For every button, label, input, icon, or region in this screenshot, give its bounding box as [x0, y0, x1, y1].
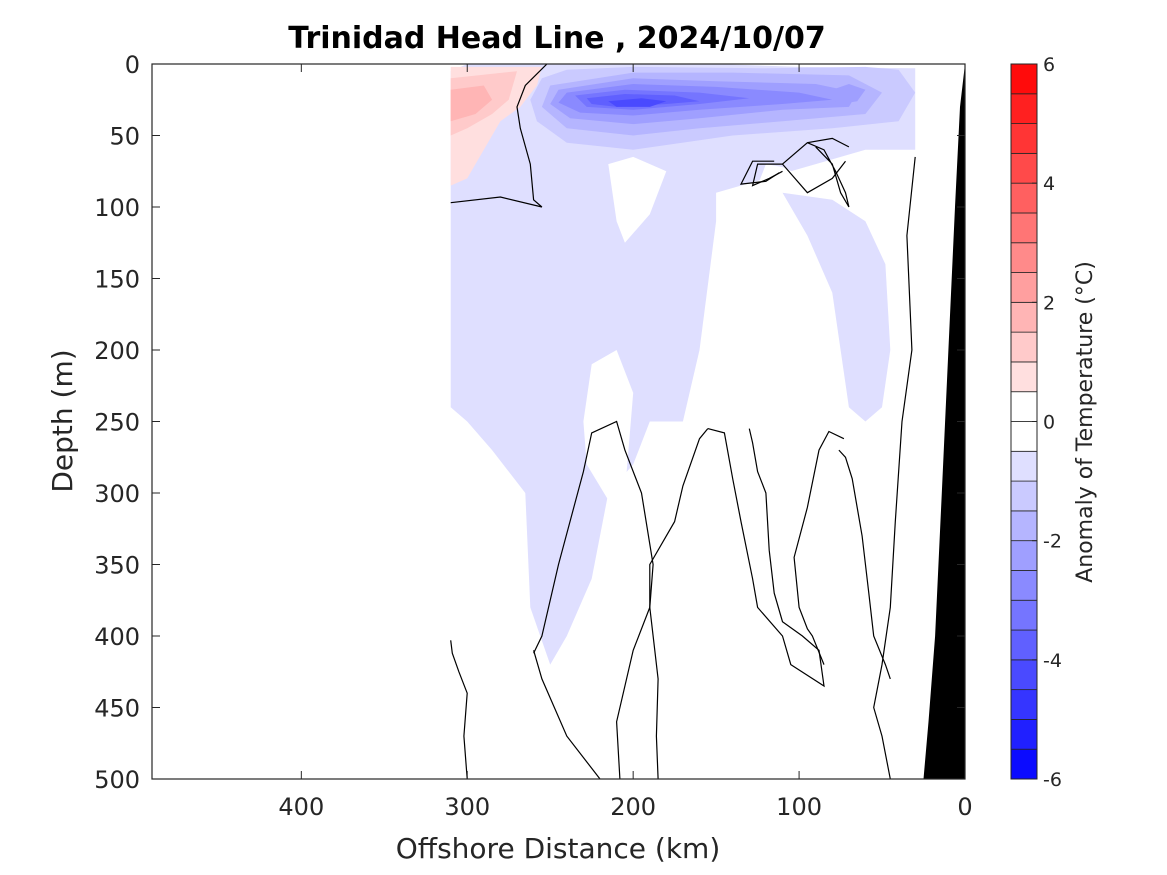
y-tick-label: 500 [94, 766, 140, 794]
contour-region [757, 164, 808, 193]
contour-region [828, 84, 866, 104]
zero-contour [781, 137, 850, 194]
colorbar-title: Anomaly of Temperature (°C) [1073, 261, 1098, 583]
colorbar-tick-label: 0 [1043, 412, 1055, 434]
colorbar-tick-label: 6 [1043, 54, 1055, 76]
zero-contour [533, 420, 659, 779]
colorbar-band [1010, 421, 1038, 452]
contour-region [608, 156, 667, 243]
contour-region [608, 98, 667, 107]
zero-contour [873, 156, 916, 779]
contour-region [450, 64, 916, 665]
colorbar-band [1010, 93, 1038, 124]
x-tick-label: 100 [776, 793, 822, 821]
plot-area: 400 300 200 100 0 0 50 100 150 200 250 300 350 400 45… [94, 51, 972, 821]
x-ticks: 400 300 200 100 0 [278, 64, 973, 821]
colorbar-band [1010, 361, 1038, 393]
colorbar-tick-label: 4 [1043, 173, 1055, 195]
colorbar-band [1010, 659, 1038, 691]
zero-contour [707, 428, 825, 688]
zero-contour [533, 650, 601, 779]
x-tick-label: 200 [610, 793, 656, 821]
colorbar-tick-label: -6 [1043, 769, 1062, 791]
y-tick-label: 150 [94, 266, 140, 294]
colorbar-band [1010, 182, 1038, 214]
colorbar-band [1010, 242, 1038, 273]
zero-contour [615, 428, 709, 779]
zero-contour [838, 449, 891, 680]
colorbar-frame [1010, 63, 1038, 780]
colorbar-band [1010, 599, 1038, 631]
y-axis-title: Depth (m) [46, 349, 79, 492]
y-tick-label: 250 [94, 409, 140, 437]
zero-contour [450, 64, 548, 208]
colorbar-band [1010, 391, 1038, 422]
colorbar-band [1010, 748, 1038, 780]
zero-contour [450, 640, 468, 779]
colorbar-band [1010, 450, 1038, 482]
y-ticks: 0 50 100 150 200 250 300 350 400 450 500 [94, 51, 965, 794]
colorbar-band [1010, 540, 1038, 571]
bathymetry [923, 64, 965, 779]
bathymetry-shape [923, 64, 965, 779]
colorbar: -6 -4 -2 0 2 4 6 Anomaly of Temperature (°C) [1010, 54, 1098, 791]
colorbar-band [1010, 123, 1038, 154]
contour-region [882, 156, 924, 308]
colorbar-band [1010, 212, 1038, 244]
colorbar-band [1010, 719, 1038, 750]
colorbar-band [1010, 301, 1038, 333]
contour-region [782, 192, 891, 422]
contour-region [450, 85, 493, 122]
y-tick-label: 350 [94, 552, 140, 580]
x-tick-label: 300 [444, 793, 490, 821]
y-tick-label: 50 [109, 123, 140, 151]
zero-contour-lines [450, 64, 916, 779]
y-tick-label: 300 [94, 480, 140, 508]
colorbar-band [1010, 480, 1038, 512]
zero-contour [793, 430, 845, 665]
colorbar-band [1010, 570, 1038, 601]
x-axis-title: Offshore Distance (km) [396, 832, 721, 865]
colorbar-band [1010, 331, 1038, 363]
y-tick-label: 0 [125, 51, 140, 79]
anomaly-contour-fills [450, 64, 924, 665]
colorbar-tick-label: 2 [1043, 292, 1055, 314]
y-tick-label: 400 [94, 623, 140, 651]
chart-title: Trinidad Head Line , 2024/10/07 [288, 21, 825, 56]
x-tick-label: 400 [278, 793, 324, 821]
y-tick-label: 200 [94, 337, 140, 365]
y-tick-label: 450 [94, 695, 140, 723]
zero-contour [739, 160, 780, 185]
zero-contour [807, 142, 850, 208]
colorbar-band [1010, 629, 1038, 661]
colorbar-tick-label: -4 [1043, 650, 1062, 672]
colorbar-band [1010, 689, 1038, 720]
colorbar-bands [1010, 63, 1038, 780]
colorbar-band [1010, 63, 1038, 95]
colorbar-band [1010, 510, 1038, 542]
colorbar-band [1010, 272, 1038, 303]
colorbar-tick-label: -2 [1043, 531, 1062, 553]
x-tick-label: 0 [957, 793, 972, 821]
plot-frame [151, 63, 966, 780]
y-tick-label: 100 [94, 194, 140, 222]
colorbar-ticks: -6 -4 -2 0 2 4 6 [1032, 54, 1062, 791]
colorbar-band [1010, 152, 1038, 184]
